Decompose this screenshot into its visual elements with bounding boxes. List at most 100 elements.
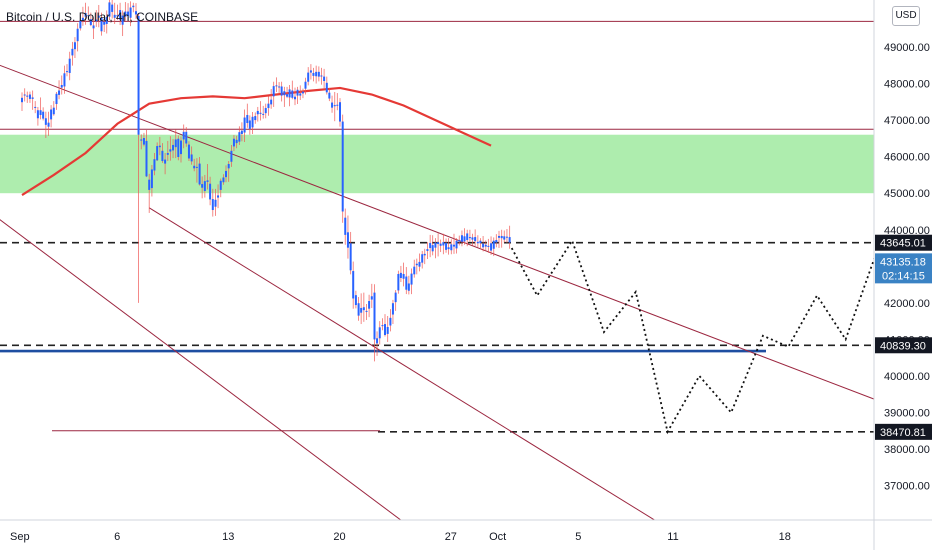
candle — [468, 229, 471, 242]
candle-body — [121, 15, 124, 25]
candle — [129, 1, 132, 27]
candle-body — [500, 235, 503, 239]
candle — [34, 101, 37, 114]
candle — [73, 37, 76, 58]
candle — [76, 23, 79, 52]
candle-body — [23, 94, 26, 96]
candle-body — [71, 48, 74, 56]
candle — [365, 303, 368, 321]
candle-body — [468, 237, 471, 239]
candle-body — [127, 11, 130, 16]
currency-button[interactable]: USD — [892, 6, 920, 26]
candle — [68, 51, 71, 81]
candle-body — [44, 118, 47, 125]
candles — [21, 0, 511, 362]
candle-body — [21, 97, 23, 103]
candle — [243, 109, 246, 143]
candle-body — [214, 199, 217, 207]
candle-body — [166, 152, 169, 155]
candle — [275, 77, 278, 92]
candle — [211, 188, 214, 217]
candle-body — [58, 90, 61, 95]
candle-body — [55, 93, 58, 105]
candle-body — [429, 242, 432, 249]
candle-body — [190, 154, 193, 162]
candle — [381, 318, 384, 331]
candle — [42, 107, 45, 121]
candle-body — [47, 122, 50, 127]
candle-body — [267, 103, 270, 109]
candle-body — [36, 110, 39, 119]
candle — [386, 316, 389, 342]
candle — [262, 105, 265, 119]
candle — [299, 85, 302, 100]
candle — [150, 165, 153, 197]
candle-body — [447, 247, 450, 250]
candle — [413, 259, 416, 278]
time-tick-label: 11 — [667, 531, 678, 543]
candle — [264, 103, 267, 119]
candle-body — [479, 240, 482, 244]
candle — [312, 67, 315, 82]
candle-body — [232, 138, 235, 147]
candle — [132, 2, 135, 13]
candle-body — [73, 42, 76, 50]
candle-body — [328, 92, 331, 99]
candle — [325, 76, 328, 95]
candle-body — [217, 195, 220, 198]
candle — [219, 178, 222, 198]
candle-body — [34, 106, 37, 108]
candle — [180, 136, 182, 163]
time-tick-label: 5 — [575, 531, 581, 543]
candle-body — [100, 17, 103, 32]
candle — [267, 96, 270, 116]
candle-body — [238, 132, 241, 142]
candle-body — [455, 240, 458, 249]
candle — [426, 242, 429, 259]
candle — [116, 4, 119, 20]
candle-body — [378, 327, 381, 339]
candle-body — [397, 273, 400, 291]
candle — [346, 215, 349, 259]
time-tick-label: 27 — [445, 531, 457, 543]
candle — [95, 10, 98, 27]
price-tick-label: 39000.00 — [884, 408, 930, 420]
candle — [174, 129, 177, 159]
candle — [127, 3, 130, 22]
time-tick-label: 13 — [222, 531, 234, 543]
candle-body — [142, 138, 145, 145]
candle — [354, 290, 357, 309]
candle — [222, 174, 225, 185]
candle — [203, 174, 206, 198]
candle-body — [209, 183, 212, 200]
candle — [238, 126, 241, 145]
candle — [113, 2, 116, 24]
candle — [439, 239, 442, 253]
candle-body — [309, 70, 312, 73]
trend-line — [148, 207, 656, 520]
candle-body — [431, 245, 434, 252]
candle — [397, 270, 400, 294]
candle-body — [108, 2, 111, 17]
candle — [232, 135, 235, 152]
candle-body — [278, 86, 281, 88]
candle-body — [383, 324, 386, 336]
candle-body — [437, 242, 440, 245]
candle — [161, 143, 164, 163]
plot-area — [0, 0, 874, 520]
candle-body — [174, 139, 177, 148]
price-tick-label: 48000.00 — [884, 79, 930, 91]
candle-body — [50, 109, 53, 120]
candle — [81, 6, 84, 26]
candle — [445, 238, 448, 253]
candle-body — [235, 139, 238, 144]
candle — [500, 229, 503, 248]
candle-body — [442, 242, 445, 246]
candle-body — [341, 121, 344, 212]
candle-body — [113, 14, 116, 18]
candle — [97, 4, 100, 28]
price-label-box — [875, 423, 932, 440]
candle-body — [498, 235, 500, 238]
candle — [92, 17, 95, 39]
